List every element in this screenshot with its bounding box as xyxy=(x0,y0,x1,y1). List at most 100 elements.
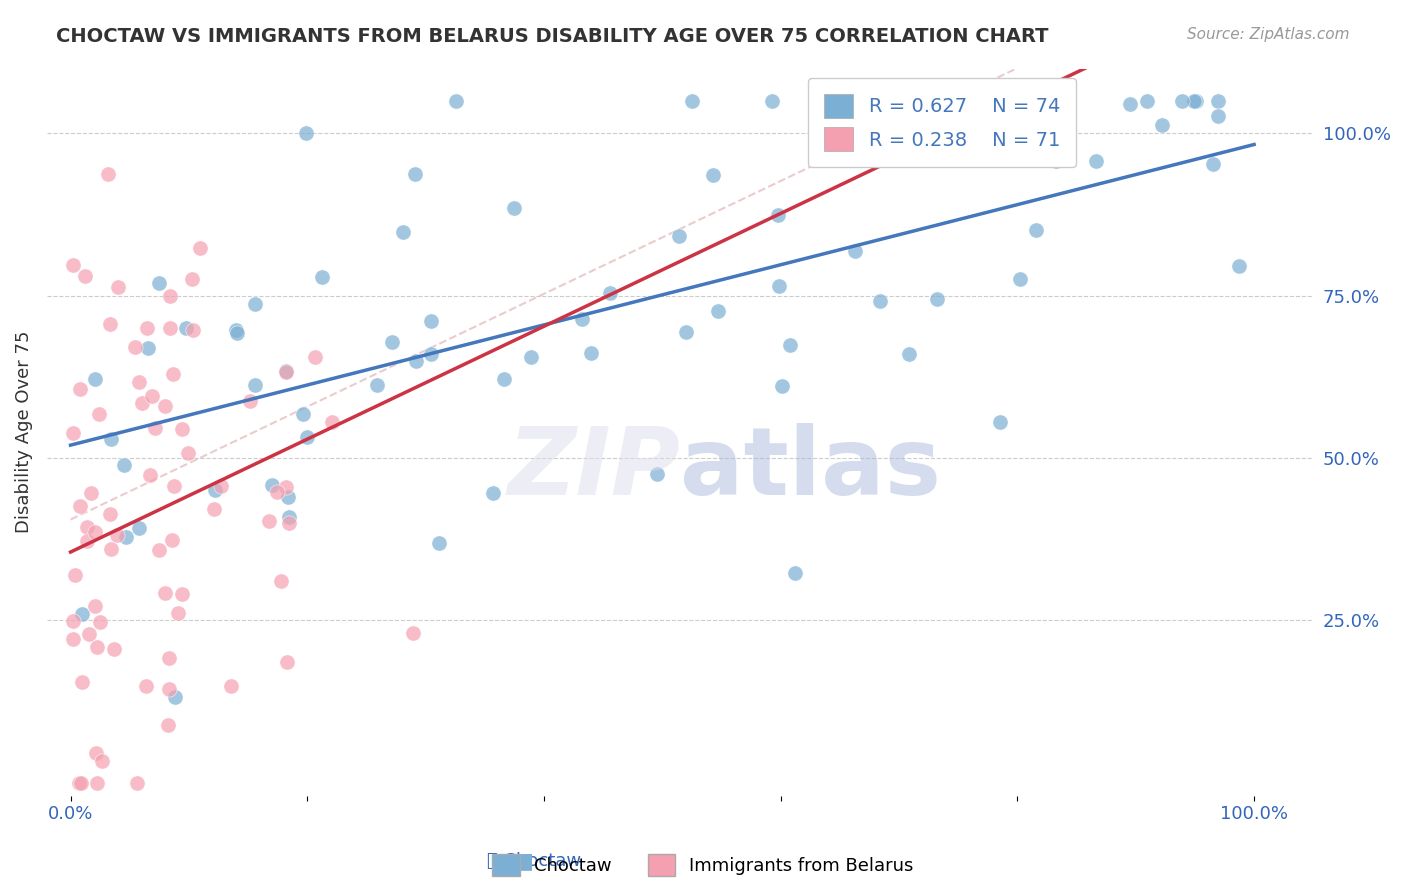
Point xyxy=(519,350,541,364)
Point xyxy=(128,375,150,389)
Point xyxy=(131,396,153,410)
Point xyxy=(420,347,443,361)
Point xyxy=(381,334,404,349)
Point xyxy=(304,350,326,364)
Point xyxy=(405,353,427,368)
Point xyxy=(243,296,266,310)
Point xyxy=(69,500,91,514)
Point xyxy=(136,320,159,334)
Point xyxy=(392,225,415,239)
Point xyxy=(159,320,181,334)
Point xyxy=(112,458,135,472)
Point xyxy=(98,507,121,521)
Point xyxy=(429,535,451,549)
Point xyxy=(702,168,724,182)
Point xyxy=(1136,94,1159,108)
Point xyxy=(366,377,388,392)
Point xyxy=(706,304,728,318)
Point xyxy=(83,525,105,540)
Point xyxy=(62,632,84,647)
Point xyxy=(125,776,148,790)
Point xyxy=(204,483,226,498)
Point xyxy=(274,364,297,378)
Point xyxy=(73,268,96,283)
Point xyxy=(69,776,91,790)
Point xyxy=(209,479,232,493)
Legend: Choctaw, Immigrants from Belarus: Choctaw, Immigrants from Belarus xyxy=(485,847,921,883)
Point xyxy=(98,317,121,331)
Point xyxy=(245,378,267,392)
Point xyxy=(181,272,204,286)
Point xyxy=(599,286,621,301)
Point xyxy=(1025,223,1047,237)
Point xyxy=(770,378,793,392)
Point xyxy=(77,627,100,641)
Point xyxy=(143,421,166,435)
Point xyxy=(581,346,603,360)
Point xyxy=(270,574,292,588)
Point xyxy=(276,655,298,669)
Point xyxy=(87,407,110,421)
Point xyxy=(72,607,94,621)
Point xyxy=(100,432,122,446)
Point xyxy=(97,167,120,181)
Point xyxy=(89,615,111,629)
Point xyxy=(262,477,284,491)
Point xyxy=(278,516,301,531)
Y-axis label: Disability Age Over 75: Disability Age Over 75 xyxy=(15,331,32,533)
Point xyxy=(973,95,995,109)
Point xyxy=(1171,94,1194,108)
Point xyxy=(675,325,697,339)
Point xyxy=(136,342,159,356)
Point xyxy=(766,208,789,222)
Point xyxy=(1045,153,1067,168)
Point xyxy=(86,640,108,655)
Point xyxy=(62,258,84,272)
Point xyxy=(1184,94,1206,108)
Point xyxy=(404,167,426,181)
Point xyxy=(153,586,176,600)
Point xyxy=(177,446,200,460)
Point xyxy=(83,599,105,614)
Point xyxy=(114,530,136,544)
Point xyxy=(294,126,316,140)
Point xyxy=(278,509,301,524)
Text: ⬛ Choctaw: ⬛ Choctaw xyxy=(488,852,581,870)
Point xyxy=(274,480,297,494)
Point xyxy=(157,681,180,696)
Point xyxy=(977,117,1000,131)
Point xyxy=(181,323,204,337)
Point xyxy=(1182,94,1205,108)
Point xyxy=(124,341,146,355)
Point xyxy=(76,533,98,548)
Text: CHOCTAW VS IMMIGRANTS FROM BELARUS DISABILITY AGE OVER 75 CORRELATION CHART: CHOCTAW VS IMMIGRANTS FROM BELARUS DISAB… xyxy=(56,27,1049,45)
Point xyxy=(202,502,225,516)
Point xyxy=(225,323,247,337)
Point xyxy=(90,754,112,768)
Point xyxy=(84,746,107,760)
Point xyxy=(988,415,1011,429)
Point xyxy=(128,520,150,534)
Text: atlas: atlas xyxy=(681,423,941,515)
Point xyxy=(170,422,193,436)
Point xyxy=(155,399,177,413)
Point xyxy=(295,430,318,444)
Text: ZIP: ZIP xyxy=(508,423,681,515)
Point xyxy=(221,679,243,693)
Point xyxy=(1040,151,1063,165)
Point xyxy=(80,486,103,500)
Point xyxy=(783,566,806,580)
Point xyxy=(190,241,212,255)
Point xyxy=(444,94,467,108)
Point xyxy=(274,365,297,379)
Point xyxy=(761,94,783,108)
Point xyxy=(105,528,128,542)
Point xyxy=(645,467,668,481)
Point xyxy=(100,542,122,557)
Point xyxy=(62,425,84,440)
Text: Source: ZipAtlas.com: Source: ZipAtlas.com xyxy=(1187,27,1350,42)
Point xyxy=(1150,118,1173,132)
Point xyxy=(1008,272,1031,286)
Point xyxy=(844,244,866,258)
Point xyxy=(502,201,524,215)
